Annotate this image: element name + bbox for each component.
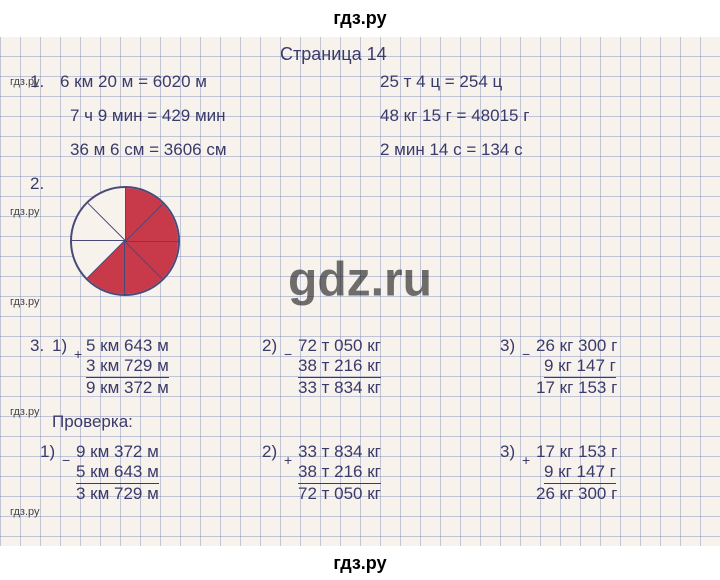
task3-p1-a: 5 км 643 м (86, 336, 169, 356)
header-site-name: гдз.ру (0, 0, 720, 37)
task3-p2-n: 2) (262, 336, 277, 356)
task1-row-left: 36 м 6 см = 3606 см (70, 140, 227, 160)
check-p1-n: 1) (40, 442, 55, 462)
task1-row-right: 25 т 4 ц = 254 ц (380, 72, 502, 92)
pie-chart (70, 186, 180, 296)
check-p2-r: 72 т 050 кг (298, 484, 381, 504)
task3-p2-a: 72 т 050 кг (298, 336, 381, 356)
check-p2-a: 33 т 834 кг (298, 442, 381, 462)
side-watermark: гдз.ру (10, 506, 40, 518)
plus-icon: + (522, 452, 530, 468)
footer-site-name: гдз.ру (0, 547, 720, 580)
task3-p3-a: 26 кг 300 г (536, 336, 617, 356)
check-p3-n: 3) (500, 442, 515, 462)
task3-number: 3. (30, 336, 44, 356)
side-watermark: гдз.ру (10, 206, 40, 218)
task1-row-left: 6 км 20 м = 6020 м (60, 72, 207, 92)
minus-icon: − (284, 346, 292, 362)
check-p3-b: 9 кг 147 г (544, 462, 616, 484)
task3-p1-n: 1) (52, 336, 67, 356)
minus-icon: − (522, 346, 530, 362)
task3-p2-b: 38 т 216 кг (298, 356, 381, 378)
side-watermark: гдз.ру (10, 76, 40, 88)
task3-p3-b: 9 кг 147 г (544, 356, 616, 378)
side-watermark: гдз.ру (10, 406, 40, 418)
task3-p2-r: 33 т 834 кг (298, 378, 381, 398)
pie-circle (70, 186, 180, 296)
page-title: Страница 14 (280, 44, 387, 65)
check-p3-r: 26 кг 300 г (536, 484, 617, 504)
task3-p1-r: 9 км 372 м (86, 378, 169, 398)
task1-row-right: 2 мин 14 с = 134 с (380, 140, 523, 160)
check-p2-n: 2) (262, 442, 277, 462)
task3-p3-r: 17 кг 153 г (536, 378, 617, 398)
plus-icon: + (74, 346, 82, 362)
plus-icon: + (284, 452, 292, 468)
notebook-sheet: гдз.ру гдз.ру гдз.ру гдз.ру гдз.ру Стран… (0, 36, 720, 546)
check-p3-a: 17 кг 153 г (536, 442, 617, 462)
task3-p3-n: 3) (500, 336, 515, 356)
minus-icon: − (62, 452, 70, 468)
check-p2-b: 38 т 216 кг (298, 462, 381, 484)
check-p1-a: 9 км 372 м (76, 442, 159, 462)
task1-row-left: 7 ч 9 мин = 429 мин (70, 106, 226, 126)
task2-number: 2. (30, 174, 44, 194)
check-p1-r: 3 км 729 м (76, 484, 159, 504)
task3-p1-b: 3 км 729 м (86, 356, 169, 378)
check-label: Проверка: (52, 412, 133, 432)
check-p1-b: 5 км 643 м (76, 462, 159, 484)
side-watermark: гдз.ру (10, 296, 40, 308)
task1-row-right: 48 кг 15 г = 48015 г (380, 106, 529, 126)
